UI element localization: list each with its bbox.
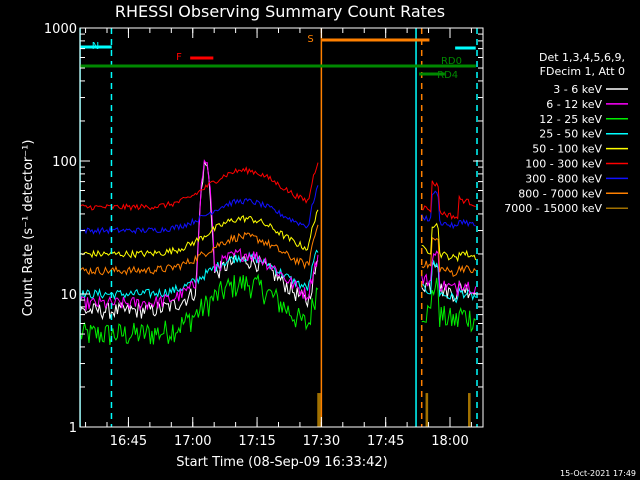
series-line xyxy=(421,259,477,304)
x-axis-label: Start Time (08-Sep-09 16:33:42) xyxy=(176,455,387,470)
y-tick-label: 10 xyxy=(60,288,77,303)
series-line xyxy=(421,236,477,278)
legend-header: Det 1,3,4,5,6,9, xyxy=(539,51,625,64)
chart-title: RHESSI Observing Summary Count Rates xyxy=(115,2,445,21)
y-tick-label: 1000 xyxy=(44,22,77,37)
legend-label: 100 - 300 keV xyxy=(525,158,602,171)
x-tick-label: 16:45 xyxy=(110,434,147,449)
legend-label: 12 - 25 keV xyxy=(539,113,602,126)
x-tick-label: 17:45 xyxy=(367,434,404,449)
series-line xyxy=(421,222,477,263)
x-tick-label: 18:00 xyxy=(431,434,468,449)
marker-layer xyxy=(79,28,478,427)
legend-header: FDecim 1, Att 0 xyxy=(540,65,625,78)
x-tick-label: 17:30 xyxy=(303,434,340,449)
plot-frame xyxy=(79,27,484,428)
legend-label: 50 - 100 keV xyxy=(532,143,602,156)
series-line xyxy=(421,262,476,303)
flag-label: F xyxy=(176,52,182,63)
timestamp: 15-Oct-2021 17:49 xyxy=(560,469,636,478)
flag-label: S xyxy=(307,34,313,45)
flag-label: N xyxy=(92,41,99,52)
legend-label: 7000 - 15000 keV xyxy=(504,202,602,215)
series-line xyxy=(421,180,476,220)
series-spike xyxy=(425,393,429,427)
y-tick-label: 1 xyxy=(69,421,77,436)
series-line xyxy=(421,250,477,297)
series-line xyxy=(79,185,319,236)
series-line xyxy=(79,209,319,259)
series-line xyxy=(79,224,319,276)
y-tick-label: 100 xyxy=(52,155,77,170)
series-line xyxy=(79,273,319,345)
flag-label: RD0 xyxy=(441,56,462,67)
series-line xyxy=(79,249,319,301)
legend-label: 6 - 12 keV xyxy=(546,98,602,111)
legend: Det 1,3,4,5,6,9,FDecim 1, Att 0 3 - 6 keV… xyxy=(504,51,628,215)
legend-label: 800 - 7000 keV xyxy=(518,187,602,200)
axes-layer: 1 10 100 1000 16:45 17:00 17:15 17:30 17:45 18:00 xyxy=(44,22,483,449)
series-line xyxy=(421,277,477,333)
x-tick-label: 17:00 xyxy=(174,434,211,449)
series-line xyxy=(79,162,319,212)
flag-layer: N F S RD0 RD4 xyxy=(80,34,476,81)
y-axis-label: Count Rate (s⁻¹ detector⁻¹) xyxy=(21,140,36,317)
series-spike xyxy=(468,393,471,427)
series-line xyxy=(79,159,319,312)
series-line xyxy=(421,190,476,230)
series-spike xyxy=(317,393,321,427)
trace-layer xyxy=(79,159,477,427)
flag-label: RD4 xyxy=(437,70,458,81)
x-tick-label: 17:15 xyxy=(238,434,275,449)
legend-label: 25 - 50 keV xyxy=(539,128,602,141)
legend-label: 300 - 800 keV xyxy=(525,172,602,185)
legend-label: 3 - 6 keV xyxy=(553,83,602,96)
